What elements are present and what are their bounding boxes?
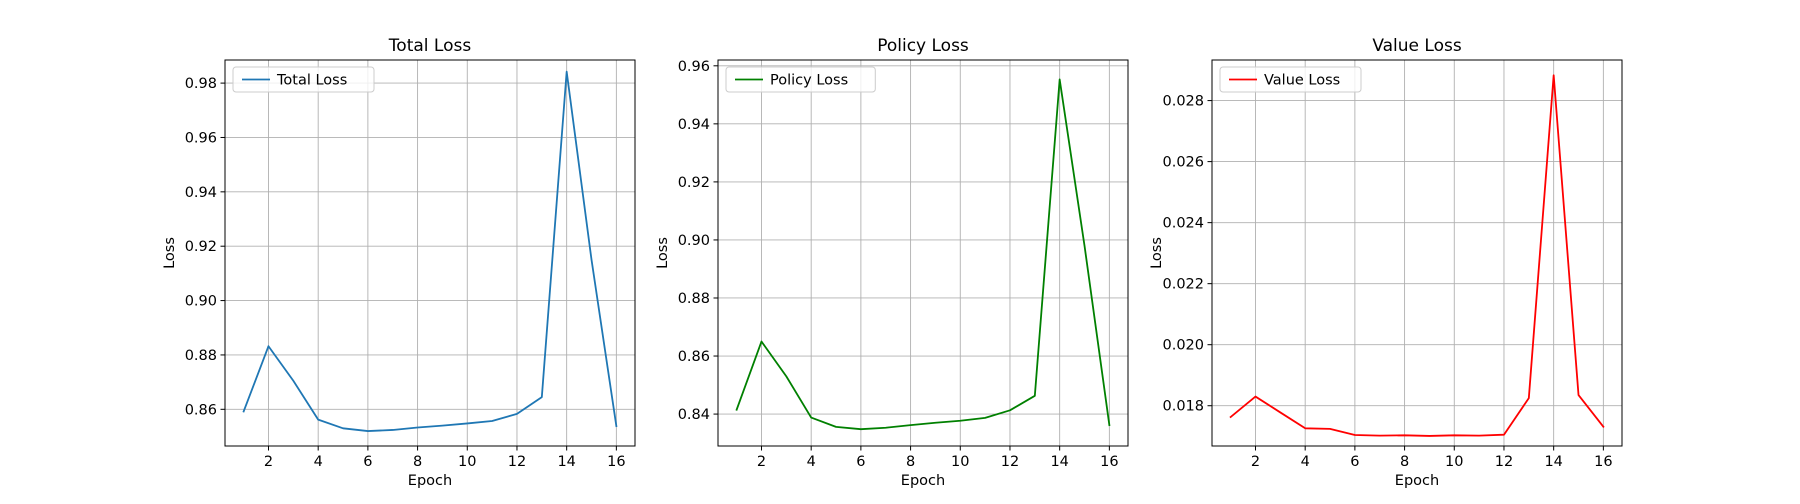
x-tick-label: 14 bbox=[557, 454, 575, 470]
x-tick-label: 8 bbox=[413, 454, 422, 470]
plot-area bbox=[718, 60, 1128, 446]
y-axis-label: Loss bbox=[655, 237, 671, 269]
axes-frame bbox=[224, 59, 636, 447]
x-tick-label: 2 bbox=[757, 454, 766, 470]
chart-title: Value Loss bbox=[1372, 36, 1462, 56]
y-tick-label: 0.92 bbox=[678, 175, 710, 191]
y-tick-label: 0.94 bbox=[678, 117, 710, 133]
x-tick-label: 16 bbox=[607, 454, 625, 470]
x-tick-label: 6 bbox=[1350, 454, 1359, 470]
y-axis-label: Loss bbox=[1149, 237, 1165, 269]
legend: Value Loss bbox=[1219, 66, 1362, 93]
legend: Total Loss bbox=[232, 66, 375, 93]
x-tick-label: 12 bbox=[1495, 454, 1513, 470]
x-tick-label: 10 bbox=[951, 454, 969, 470]
y-tick-label: 0.86 bbox=[678, 349, 710, 365]
series-line-1 bbox=[242, 70, 618, 432]
y-axis-label: Loss bbox=[162, 237, 178, 269]
plot-area bbox=[1212, 60, 1622, 446]
x-tick-label: 6 bbox=[363, 454, 372, 470]
chart-title: Policy Loss bbox=[877, 36, 969, 56]
y-tick-label: 0.98 bbox=[185, 76, 217, 92]
x-axis-label: Epoch bbox=[1395, 473, 1439, 489]
axes-frame bbox=[717, 59, 1129, 447]
legend-label: Policy Loss bbox=[770, 73, 848, 89]
series-line-1 bbox=[735, 78, 1111, 431]
x-tick-label: 16 bbox=[1594, 454, 1612, 470]
x-tick-label: 10 bbox=[1445, 454, 1463, 470]
x-tick-label: 8 bbox=[1400, 454, 1409, 470]
y-tick-label: 0.90 bbox=[185, 294, 217, 310]
x-tick-label: 4 bbox=[314, 454, 323, 470]
x-tick-label: 4 bbox=[807, 454, 816, 470]
x-tick-label: 14 bbox=[1544, 454, 1562, 470]
x-tick-label: 6 bbox=[856, 454, 865, 470]
legend-label: Total Loss bbox=[276, 73, 347, 89]
legend-box bbox=[232, 66, 375, 93]
y-tick-label: 0.96 bbox=[185, 130, 217, 146]
y-tick-label: 0.84 bbox=[678, 407, 710, 423]
y-tick-label: 0.94 bbox=[185, 185, 217, 201]
chart-panel-2: 2 4 6 8 10 12 14 16 0.84 0.86 0.88 0.90 0.92 0.94 0.96… bbox=[655, 36, 1129, 489]
axes-frame bbox=[1211, 59, 1623, 447]
y-tick-label: 0.90 bbox=[678, 233, 710, 249]
y-tick-label: 0.92 bbox=[185, 239, 217, 255]
chart-title: Total Loss bbox=[388, 36, 472, 56]
legend: Policy Loss bbox=[725, 66, 876, 93]
legend-box bbox=[725, 66, 876, 93]
y-tick-label: 0.024 bbox=[1162, 216, 1204, 232]
y-tick-label: 0.86 bbox=[185, 402, 217, 418]
y-tick-label: 0.020 bbox=[1162, 338, 1204, 354]
x-axis-label: Epoch bbox=[408, 473, 452, 489]
x-axis-label: Epoch bbox=[901, 473, 945, 489]
y-tick-label: 0.96 bbox=[678, 59, 710, 75]
chart-panel-3: 2 4 6 8 10 12 14 16 0.018 0.020 0.022 0.024 0.026 0.0… bbox=[1149, 36, 1623, 489]
x-tick-label: 12 bbox=[508, 454, 526, 470]
y-tick-label: 0.88 bbox=[185, 348, 217, 364]
x-tick-label: 10 bbox=[458, 454, 476, 470]
x-tick-label: 2 bbox=[1251, 454, 1260, 470]
x-tick-label: 8 bbox=[906, 454, 915, 470]
x-tick-label: 4 bbox=[1301, 454, 1310, 470]
legend-label: Value Loss bbox=[1264, 73, 1340, 89]
y-tick-label: 0.026 bbox=[1162, 155, 1204, 171]
x-tick-label: 12 bbox=[1001, 454, 1019, 470]
x-tick-label: 16 bbox=[1100, 454, 1118, 470]
chart-panel-1: 2 4 6 8 10 12 14 16 0.86 0.88 0.90 0.92 0.94 0.96 0.98… bbox=[162, 36, 636, 489]
x-tick-label: 2 bbox=[264, 454, 273, 470]
y-tick-label: 0.022 bbox=[1162, 277, 1204, 293]
legend-box bbox=[1219, 66, 1362, 93]
series-line-1 bbox=[1229, 74, 1605, 437]
y-tick-label: 0.018 bbox=[1162, 399, 1204, 415]
y-tick-label: 0.028 bbox=[1162, 94, 1204, 110]
x-tick-label: 14 bbox=[1050, 454, 1068, 470]
y-tick-label: 0.88 bbox=[678, 291, 710, 307]
